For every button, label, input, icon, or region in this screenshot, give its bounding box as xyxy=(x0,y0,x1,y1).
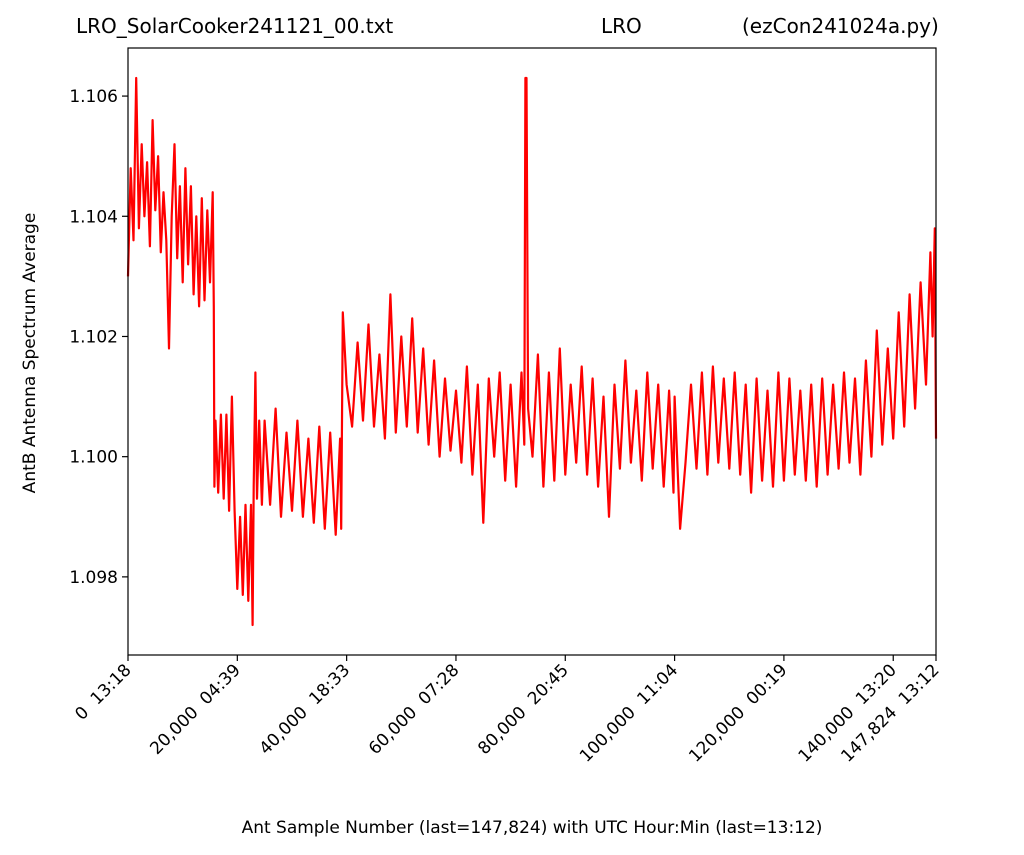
chart-title-right: (ezCon241024a.py) xyxy=(742,14,939,38)
x-tick-label: 0 13:18 xyxy=(71,660,135,724)
series-line-0 xyxy=(126,76,938,627)
x-axis: 0 13:18 20,000 04:39 40,000 18:33 60,000 07… xyxy=(71,655,944,767)
plot-frame xyxy=(127,47,937,656)
x-tick-label: 100,000 11:04 xyxy=(576,660,682,766)
y-axis-label: AntB Antenna Spectrum Average xyxy=(20,212,40,494)
x-axis-label: Ant Sample Number (last=147,824) with UT… xyxy=(241,818,823,838)
x-tick-label: 40,000 18:33 xyxy=(256,660,354,758)
chart-title-left: LRO_SolarCooker241121_00.txt xyxy=(76,14,394,38)
y-tick-label: 1.102 xyxy=(69,327,118,347)
plot-series xyxy=(126,76,938,627)
x-tick-label: 20,000 04:39 xyxy=(146,660,244,758)
y-axis: 1.098 1.100 1.102 1.104 1.106 xyxy=(69,87,128,588)
chart-title-center: LRO xyxy=(601,14,642,38)
y-tick-label: 1.104 xyxy=(69,207,118,227)
y-tick-label: 1.098 xyxy=(69,568,118,588)
x-tick-label: 80,000 20:45 xyxy=(474,660,572,758)
x-tick-label: 120,000 00:19 xyxy=(685,660,791,766)
y-tick-label: 1.106 xyxy=(69,87,118,107)
x-tick-label: 60,000 07:28 xyxy=(365,660,463,758)
y-tick-label: 1.100 xyxy=(69,448,118,468)
